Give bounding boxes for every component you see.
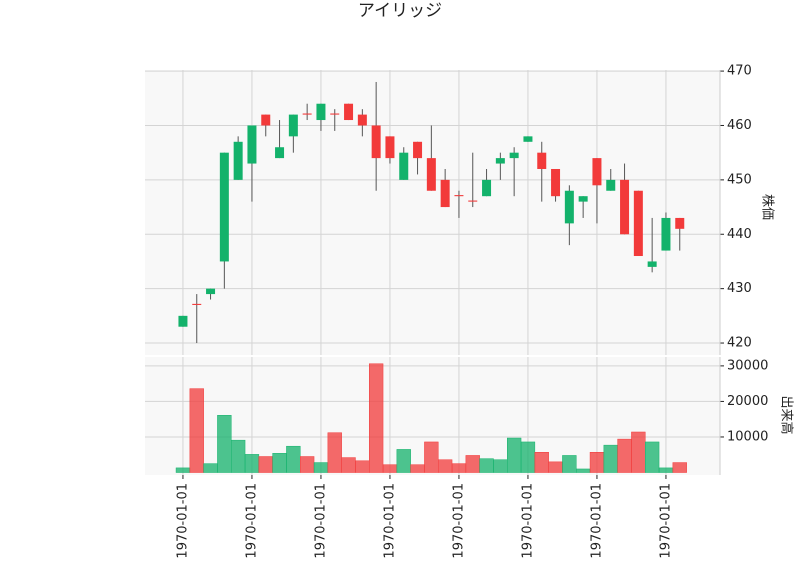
candle-body (275, 147, 285, 159)
volume-bar (631, 431, 646, 473)
candle-body (302, 113, 312, 115)
volume-bar (562, 455, 577, 473)
candle-body (606, 179, 616, 191)
candle-body (551, 168, 561, 197)
volume-bar (355, 460, 370, 473)
volume-axis-label: 出来高 (779, 395, 795, 434)
volume-bar (658, 467, 674, 473)
y-tick-label: 430 (727, 281, 752, 296)
volume-bar (396, 449, 411, 473)
candle-body (661, 217, 671, 251)
volume-bar (341, 457, 356, 473)
y-tick-label: 470 (727, 64, 752, 79)
candle-body (399, 152, 409, 180)
candle-body (330, 113, 340, 115)
y-tick-label: 440 (727, 227, 752, 242)
volume-bar (286, 445, 301, 473)
volume-bar (548, 461, 563, 473)
y-tick-label: 450 (727, 172, 752, 187)
volume-bar (369, 363, 384, 473)
volume-bar (175, 467, 191, 473)
volume-bar (424, 441, 439, 473)
x-tick-label: 1970-01-01 (244, 483, 259, 559)
candle-body (344, 103, 354, 121)
volume-bar (645, 441, 660, 473)
candle-body (219, 152, 229, 262)
candle-body (247, 125, 257, 164)
x-tick-label: 1970-01-01 (451, 483, 466, 559)
volume-bar (217, 415, 232, 473)
x-tick-label: 1970-01-01 (589, 483, 604, 559)
y-tick-label: 20000 (727, 394, 768, 409)
volume-bar (451, 463, 467, 473)
candle-body (316, 103, 326, 121)
volume-bar (507, 437, 522, 473)
candle-body (675, 217, 685, 229)
candle-body (192, 303, 202, 305)
volume-bar (327, 432, 342, 473)
volume-bar (189, 388, 204, 473)
volume-bar (313, 462, 329, 473)
candle-body (620, 179, 630, 235)
candle-body (564, 190, 574, 224)
volume-bar (382, 464, 398, 473)
candle-body (288, 114, 298, 137)
volume-bar (672, 462, 687, 473)
volume-bar (258, 456, 273, 473)
volume-bar (617, 438, 632, 473)
volume-bar (438, 459, 453, 473)
volume-bar (479, 458, 494, 473)
x-tick-label: 1970-01-01 (658, 483, 673, 559)
candle-body (357, 114, 367, 126)
chart-title: アイリッジ (358, 1, 442, 21)
volume-bar (272, 453, 287, 473)
candle-body (413, 141, 423, 159)
candle-body (454, 195, 464, 197)
volume-bar (203, 463, 218, 473)
candle-body (592, 158, 602, 186)
volume-bar (231, 439, 246, 473)
volume-bar (520, 441, 536, 473)
candle-body (233, 141, 243, 180)
candle-body (440, 179, 450, 208)
y-axis-label: 株価 (760, 194, 775, 220)
y-tick-label: 30000 (727, 358, 768, 373)
candle-body (495, 158, 505, 164)
candle-body (371, 125, 381, 159)
candle-body (426, 158, 436, 191)
volume-bar (244, 454, 260, 473)
candle-body (261, 114, 271, 126)
candle-body (468, 200, 478, 202)
price-panel (145, 70, 720, 355)
candle-body (633, 190, 643, 257)
x-tick-label: 1970-01-01 (382, 483, 397, 559)
volume-bar (465, 455, 480, 473)
volume-bar (576, 468, 591, 473)
candle-body (647, 261, 657, 267)
candle-body (482, 179, 492, 197)
y-tick-label: 420 (727, 336, 752, 351)
volume-bar (300, 456, 315, 473)
x-tick-label: 1970-01-01 (313, 483, 328, 559)
x-tick-label: 1970-01-01 (520, 483, 535, 559)
x-tick-label: 1970-01-01 (175, 483, 190, 559)
volume-bar (534, 452, 549, 473)
candle-body (509, 152, 519, 159)
candle-body (523, 136, 533, 142)
candle-body (178, 315, 188, 327)
candle-body (385, 136, 395, 159)
candle-body (537, 152, 547, 169)
y-tick-label: 10000 (727, 429, 768, 444)
candle-body (578, 196, 588, 202)
volume-bar (493, 459, 508, 473)
volume-bar (410, 464, 425, 473)
y-tick-label: 460 (727, 118, 752, 133)
volume-bar (603, 444, 618, 473)
candle-body (206, 288, 216, 295)
volume-bar (589, 452, 605, 473)
